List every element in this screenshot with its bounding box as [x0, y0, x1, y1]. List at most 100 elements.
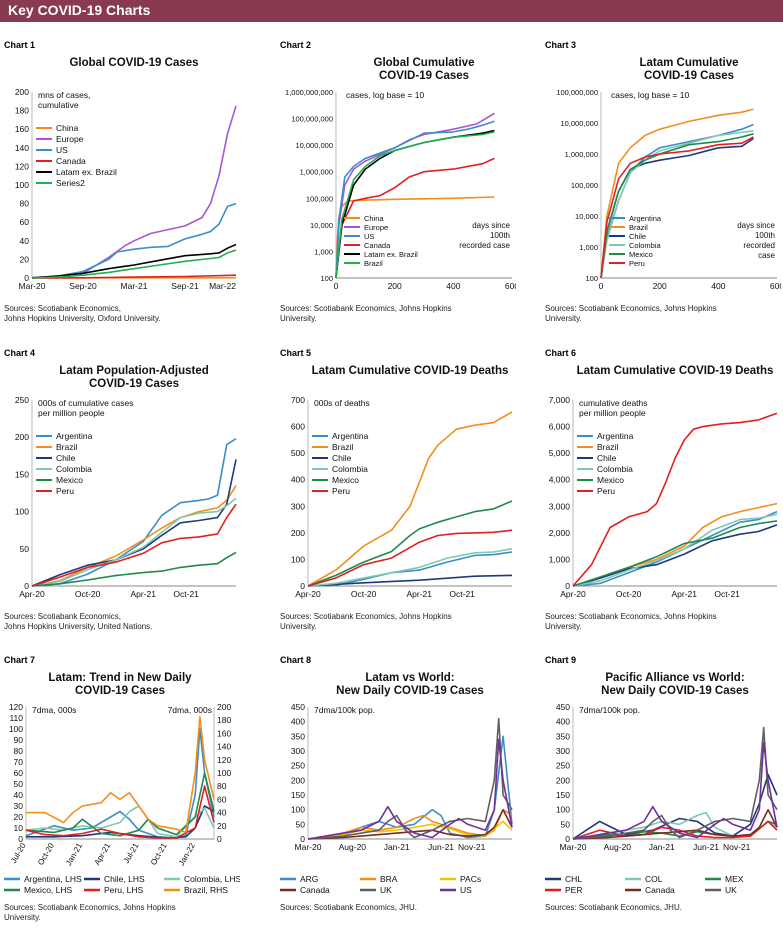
chart-panel-6: Chart 6 Latam Cumulative COVID-19 Deaths 0… [541, 348, 783, 648]
y-tick-label: 200 [556, 775, 570, 785]
y2-tick-label: 180 [217, 715, 231, 725]
y2-tick-label: 160 [217, 728, 231, 738]
y-tick-label: 250 [556, 761, 570, 771]
y-tick-label: 50 [296, 819, 306, 829]
source-note: Sources: Scotiabank Economics, Johns Hop… [4, 304, 161, 323]
legend-label: Peru [56, 486, 74, 496]
chart-title: New Daily COVID-19 Cases [601, 685, 749, 697]
chart-svg-9: Pacific Alliance vs World:New Daily COVI… [545, 672, 778, 897]
x-tick-label: Mar-20 [295, 842, 322, 852]
x-tick-label: Jan-21 [649, 842, 675, 852]
y-tick-label: 180 [15, 106, 29, 116]
x-tick-label: 200 [388, 281, 402, 291]
series-line-argentina [31, 438, 237, 587]
y-tick-label: 100,000,000 [556, 88, 598, 97]
legend-label: Peru [597, 486, 615, 496]
source-note: Sources: Scotiabank Economics, Johns Hop… [545, 612, 717, 631]
y2-tick-label: 100 [217, 768, 231, 778]
y-tick-label: 300 [291, 501, 305, 511]
y-tick-label: 100,000,000 [291, 115, 333, 124]
series-line-arg [307, 735, 513, 840]
y-tick-label: 400 [291, 475, 305, 485]
y-tick-label: 30 [14, 801, 24, 811]
y-tick-label: 1,000 [314, 247, 333, 256]
y-tick-label: 600 [291, 422, 305, 432]
legend-label: MEX [725, 874, 744, 884]
chart-panel-3: Chart 3 Latam Cumulative COVID-19 Cases 100… [541, 40, 783, 340]
y-tick-label: 300 [556, 746, 570, 756]
y-tick-label: 0 [24, 273, 29, 283]
series-line-us [31, 202, 237, 279]
chart-panel-4: Chart 4 Latam Population-Adjusted COVID-19… [0, 348, 261, 648]
series-line-chile [572, 524, 778, 587]
y-tick-label: 100 [15, 180, 29, 190]
y-tick-label: 100,000 [571, 181, 598, 190]
side-note: recorded case [459, 241, 510, 250]
legend-label: Mexico [56, 475, 83, 485]
series-line-brazil [572, 502, 778, 587]
legend-label: ARG [300, 874, 318, 884]
axis-note: 7dma/100k pop. [314, 705, 375, 715]
x-tick-label: Mar-20 [19, 281, 46, 291]
y-tick-label: 0 [18, 834, 23, 844]
y-tick-label: 350 [291, 731, 305, 741]
chart-title: COVID-19 Cases [379, 70, 469, 82]
legend-label: CHL [565, 874, 582, 884]
chart-title: Latam Cumulative [639, 57, 738, 69]
y-tick-label: 450 [291, 702, 305, 712]
x-tick-label: Oct-21 [714, 589, 740, 599]
x-tick-label: Apr-20 [19, 589, 45, 599]
series-line-brazil [31, 485, 237, 587]
chart-title: COVID-19 Cases [75, 685, 165, 697]
source-note: Sources: Scotiabank Economics, Johns Hop… [4, 612, 153, 631]
legend-label: Latam ex. Brazil [56, 167, 117, 177]
y-tick-label: 100 [585, 274, 598, 283]
y-tick-label: 160 [15, 124, 29, 134]
y-tick-label: 80 [20, 199, 30, 209]
y-tick-label: 40 [20, 236, 30, 246]
series-line-latam-ex-brazil [31, 243, 237, 279]
legend-label: Brazil [597, 442, 618, 452]
x-tick-label: Jul-20 [9, 841, 28, 865]
x-tick-label: 600 [770, 281, 781, 291]
y-tick-label: 1,000,000 [300, 168, 333, 177]
x-tick-label: 0 [599, 281, 604, 291]
series-line-brazil [335, 131, 495, 279]
legend-label: US [56, 145, 68, 155]
y-tick-label: 250 [291, 761, 305, 771]
series-line-europe [31, 105, 237, 279]
legend-label: Peru, LHS [104, 885, 144, 895]
x-tick-label: Jun-21 [693, 842, 719, 852]
series-line-brazil [600, 108, 754, 279]
series-line-canada [31, 274, 237, 279]
chart-number: Chart 1 [4, 40, 36, 50]
x-tick-label: 0 [334, 281, 339, 291]
source-note: Sources: Scotiabank Economics, Johns Hop… [545, 304, 717, 323]
legend-label: Chile, LHS [104, 874, 145, 884]
series-line-us [572, 741, 778, 840]
x-tick-label: Nov-21 [458, 842, 486, 852]
legend-label: Canada [56, 156, 86, 166]
y-tick-label: 100 [291, 554, 305, 564]
series-line-chile [600, 137, 754, 279]
legend-label: Peru [332, 486, 350, 496]
y-tick-label: 50 [561, 819, 571, 829]
x-tick-label: Oct-21 [173, 589, 199, 599]
y-tick-label: 10,000,000 [295, 141, 333, 150]
chart-panel-8: Chart 8 Latam vs World: New Daily COVID-19… [276, 655, 537, 947]
legend-label: Colombia [56, 464, 92, 474]
legend-label: US [364, 232, 374, 241]
legend-label: Latam ex. Brazil [364, 250, 418, 259]
legend-label: Chile [332, 453, 352, 463]
y-tick-label: 100 [15, 507, 29, 517]
x-tick-label: Mar-20 [560, 842, 587, 852]
y-tick-label: 10,000 [575, 212, 598, 221]
y-tick-label: 150 [15, 469, 29, 479]
legend-label: Colombia [332, 464, 368, 474]
legend-label: Argentina [332, 431, 369, 441]
y-tick-label: 300 [291, 746, 305, 756]
legend-label: Chile [629, 232, 646, 241]
y-tick-label: 140 [15, 143, 29, 153]
